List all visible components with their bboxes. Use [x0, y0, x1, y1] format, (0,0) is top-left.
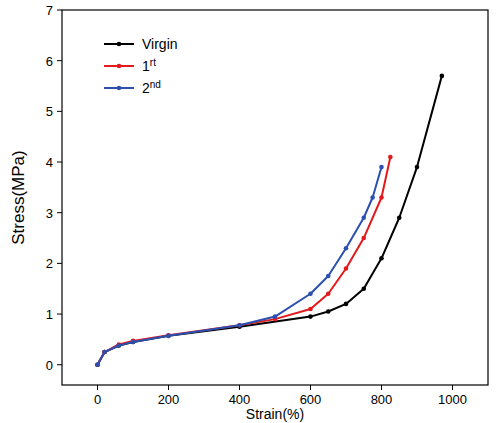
series-marker — [95, 362, 100, 367]
plot-frame — [62, 10, 488, 385]
series-marker — [117, 343, 122, 348]
series-marker — [388, 155, 393, 160]
x-tick — [97, 385, 98, 390]
x-tick — [310, 385, 311, 390]
legend-label: Virgin — [142, 36, 178, 52]
legend-marker — [117, 64, 122, 69]
series-marker — [379, 165, 384, 170]
legend-label-main: 2 — [142, 80, 150, 96]
series-marker — [361, 286, 366, 291]
series-marker — [370, 195, 375, 200]
series-marker — [397, 215, 402, 220]
legend: Virgin 1rt 2nd — [104, 36, 178, 96]
legend-label: 1rt — [142, 57, 156, 74]
series-marker — [326, 291, 331, 296]
series-marker — [102, 350, 107, 355]
y-axis-label: Stress(MPa) — [9, 150, 28, 244]
x-tick-label: 1000 — [438, 392, 467, 407]
series-marker — [379, 256, 384, 261]
series-marker — [326, 274, 331, 279]
series-marker — [131, 340, 136, 345]
series-line — [98, 167, 382, 365]
series-marker — [379, 195, 384, 200]
legend-marker — [117, 86, 122, 91]
series-marker — [102, 350, 107, 355]
legend-label-sup: nd — [150, 79, 161, 90]
y-tick — [57, 314, 62, 315]
series-marker — [415, 165, 420, 170]
x-axis-label: Strain(%) — [246, 406, 304, 422]
chart: 0 200 400 600 800 1000 0 1 2 3 4 5 6 7 Strain(%) Stress… — [0, 0, 500, 423]
series-marker — [237, 323, 242, 328]
y-tick-label: 6 — [46, 54, 53, 69]
series-marker — [308, 307, 313, 312]
series-marker — [117, 343, 122, 348]
y-tick — [57, 212, 62, 213]
y-tick — [57, 162, 62, 163]
y-tick — [57, 111, 62, 112]
x-tick-label: 800 — [371, 392, 393, 407]
y-tick-label: 1 — [46, 307, 53, 322]
legend-marker — [117, 42, 122, 47]
y-tick-label: 5 — [46, 104, 53, 119]
series-line — [98, 157, 391, 365]
series-marker — [361, 236, 366, 241]
y-tick-label: 3 — [46, 206, 53, 221]
series-marker — [166, 334, 171, 339]
legend-label-sup: rt — [150, 57, 156, 68]
series-marker — [131, 340, 136, 345]
y-tick-label: 2 — [46, 256, 53, 271]
x-tick-label: 200 — [158, 392, 180, 407]
x-tick — [381, 385, 382, 390]
x-tick-label: 400 — [229, 392, 251, 407]
y-tick-label: 4 — [46, 155, 53, 170]
series-marker — [273, 314, 278, 319]
series-line — [98, 76, 442, 365]
x-tick — [452, 385, 453, 390]
series-marker — [361, 215, 366, 220]
x-tick — [239, 385, 240, 390]
series-marker — [344, 266, 349, 271]
series-marker — [344, 302, 349, 307]
series-marker — [102, 350, 107, 355]
x-tick-label: 600 — [300, 392, 322, 407]
series-marker — [95, 362, 100, 367]
series-marker — [95, 362, 100, 367]
series-marker — [440, 74, 445, 79]
y-tick-label: 0 — [46, 358, 53, 373]
series-marker — [166, 333, 171, 338]
y-tick — [57, 10, 62, 11]
series-marker — [237, 323, 242, 328]
y-tick-label: 7 — [46, 3, 53, 18]
x-tick-label: 0 — [94, 392, 101, 407]
series-group — [95, 74, 444, 367]
series-marker — [308, 314, 313, 319]
legend-label-main: 1 — [142, 58, 150, 74]
x-tick — [168, 385, 169, 390]
y-tick — [57, 263, 62, 264]
series-marker — [166, 334, 171, 339]
series-marker — [308, 291, 313, 296]
series-marker — [344, 246, 349, 251]
y-tick — [57, 364, 62, 365]
y-tick — [57, 60, 62, 61]
legend-label: 2nd — [142, 79, 161, 96]
series-marker — [326, 309, 331, 314]
